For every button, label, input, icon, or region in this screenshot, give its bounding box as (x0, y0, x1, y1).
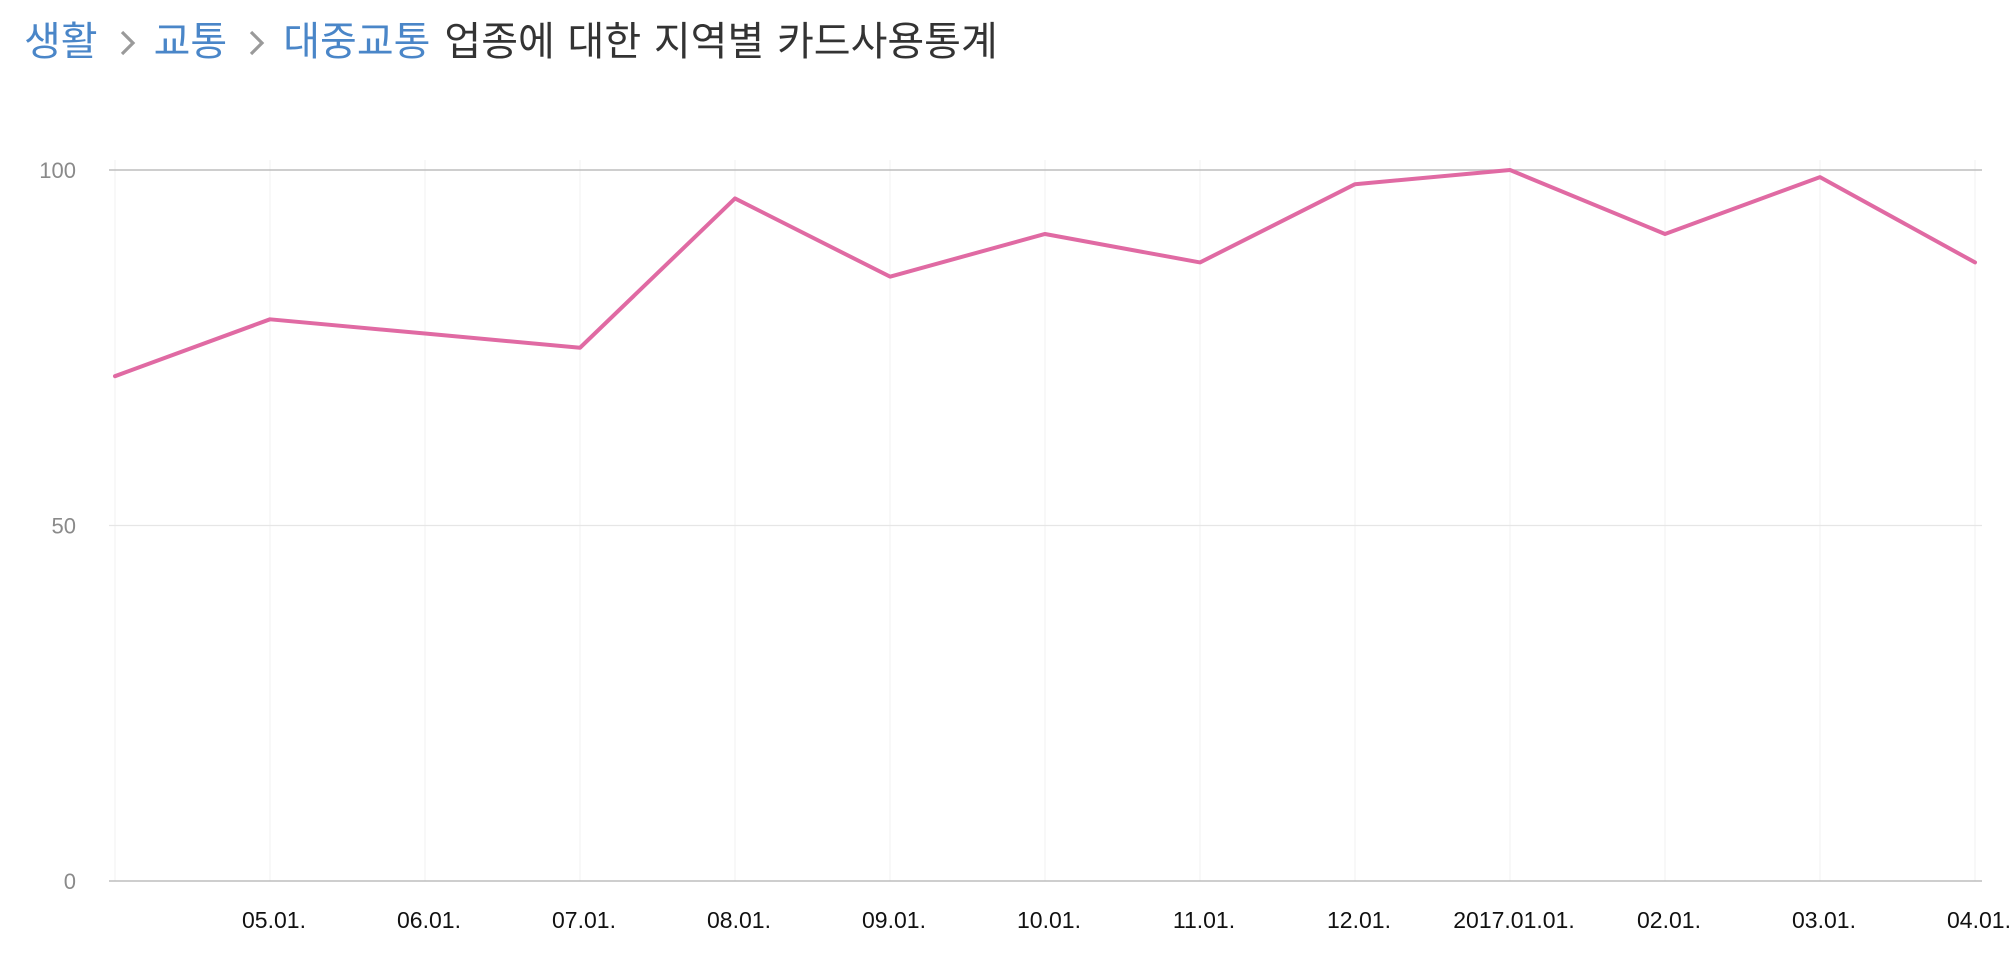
y-tick-label: 100 (39, 158, 76, 183)
breadcrumb-link-public-transport[interactable]: 대중교통 (283, 19, 431, 65)
y-tick-label: 0 (64, 869, 76, 894)
x-tick-label: 02.01. (1637, 907, 1701, 933)
x-tick-label: 09.01. (862, 907, 926, 933)
breadcrumb-link-traffic[interactable]: 교통 (153, 19, 228, 65)
x-tick-label: 12.01. (1327, 907, 1391, 933)
chevron-right-icon (98, 22, 154, 62)
y-tick-label: 50 (52, 514, 76, 539)
x-tick-label: 03.01. (1792, 907, 1856, 933)
breadcrumb-link-life[interactable]: 생활 (24, 19, 98, 65)
series-line (113, 168, 1977, 379)
chevron-right-icon (227, 22, 283, 62)
x-tick-label: 08.01. (707, 907, 771, 933)
x-tick-label: 11.01. (1173, 907, 1235, 933)
breadcrumb: 생활 교통 대중교통 업종에 대한 지역별 카드사용통계 (24, 12, 998, 72)
x-tick-label: 05.01. (242, 907, 306, 933)
x-tick-label: 2017.01.01. (1453, 907, 1575, 933)
x-tick-label: 04.01. (1947, 907, 2011, 933)
page-title: 업종에 대한 지역별 카드사용통계 (444, 19, 998, 65)
x-tick-label: 10.01. (1017, 907, 1081, 933)
x-tick-label: 06.01. (397, 907, 461, 933)
x-tick-label: 07.01. (552, 907, 616, 933)
